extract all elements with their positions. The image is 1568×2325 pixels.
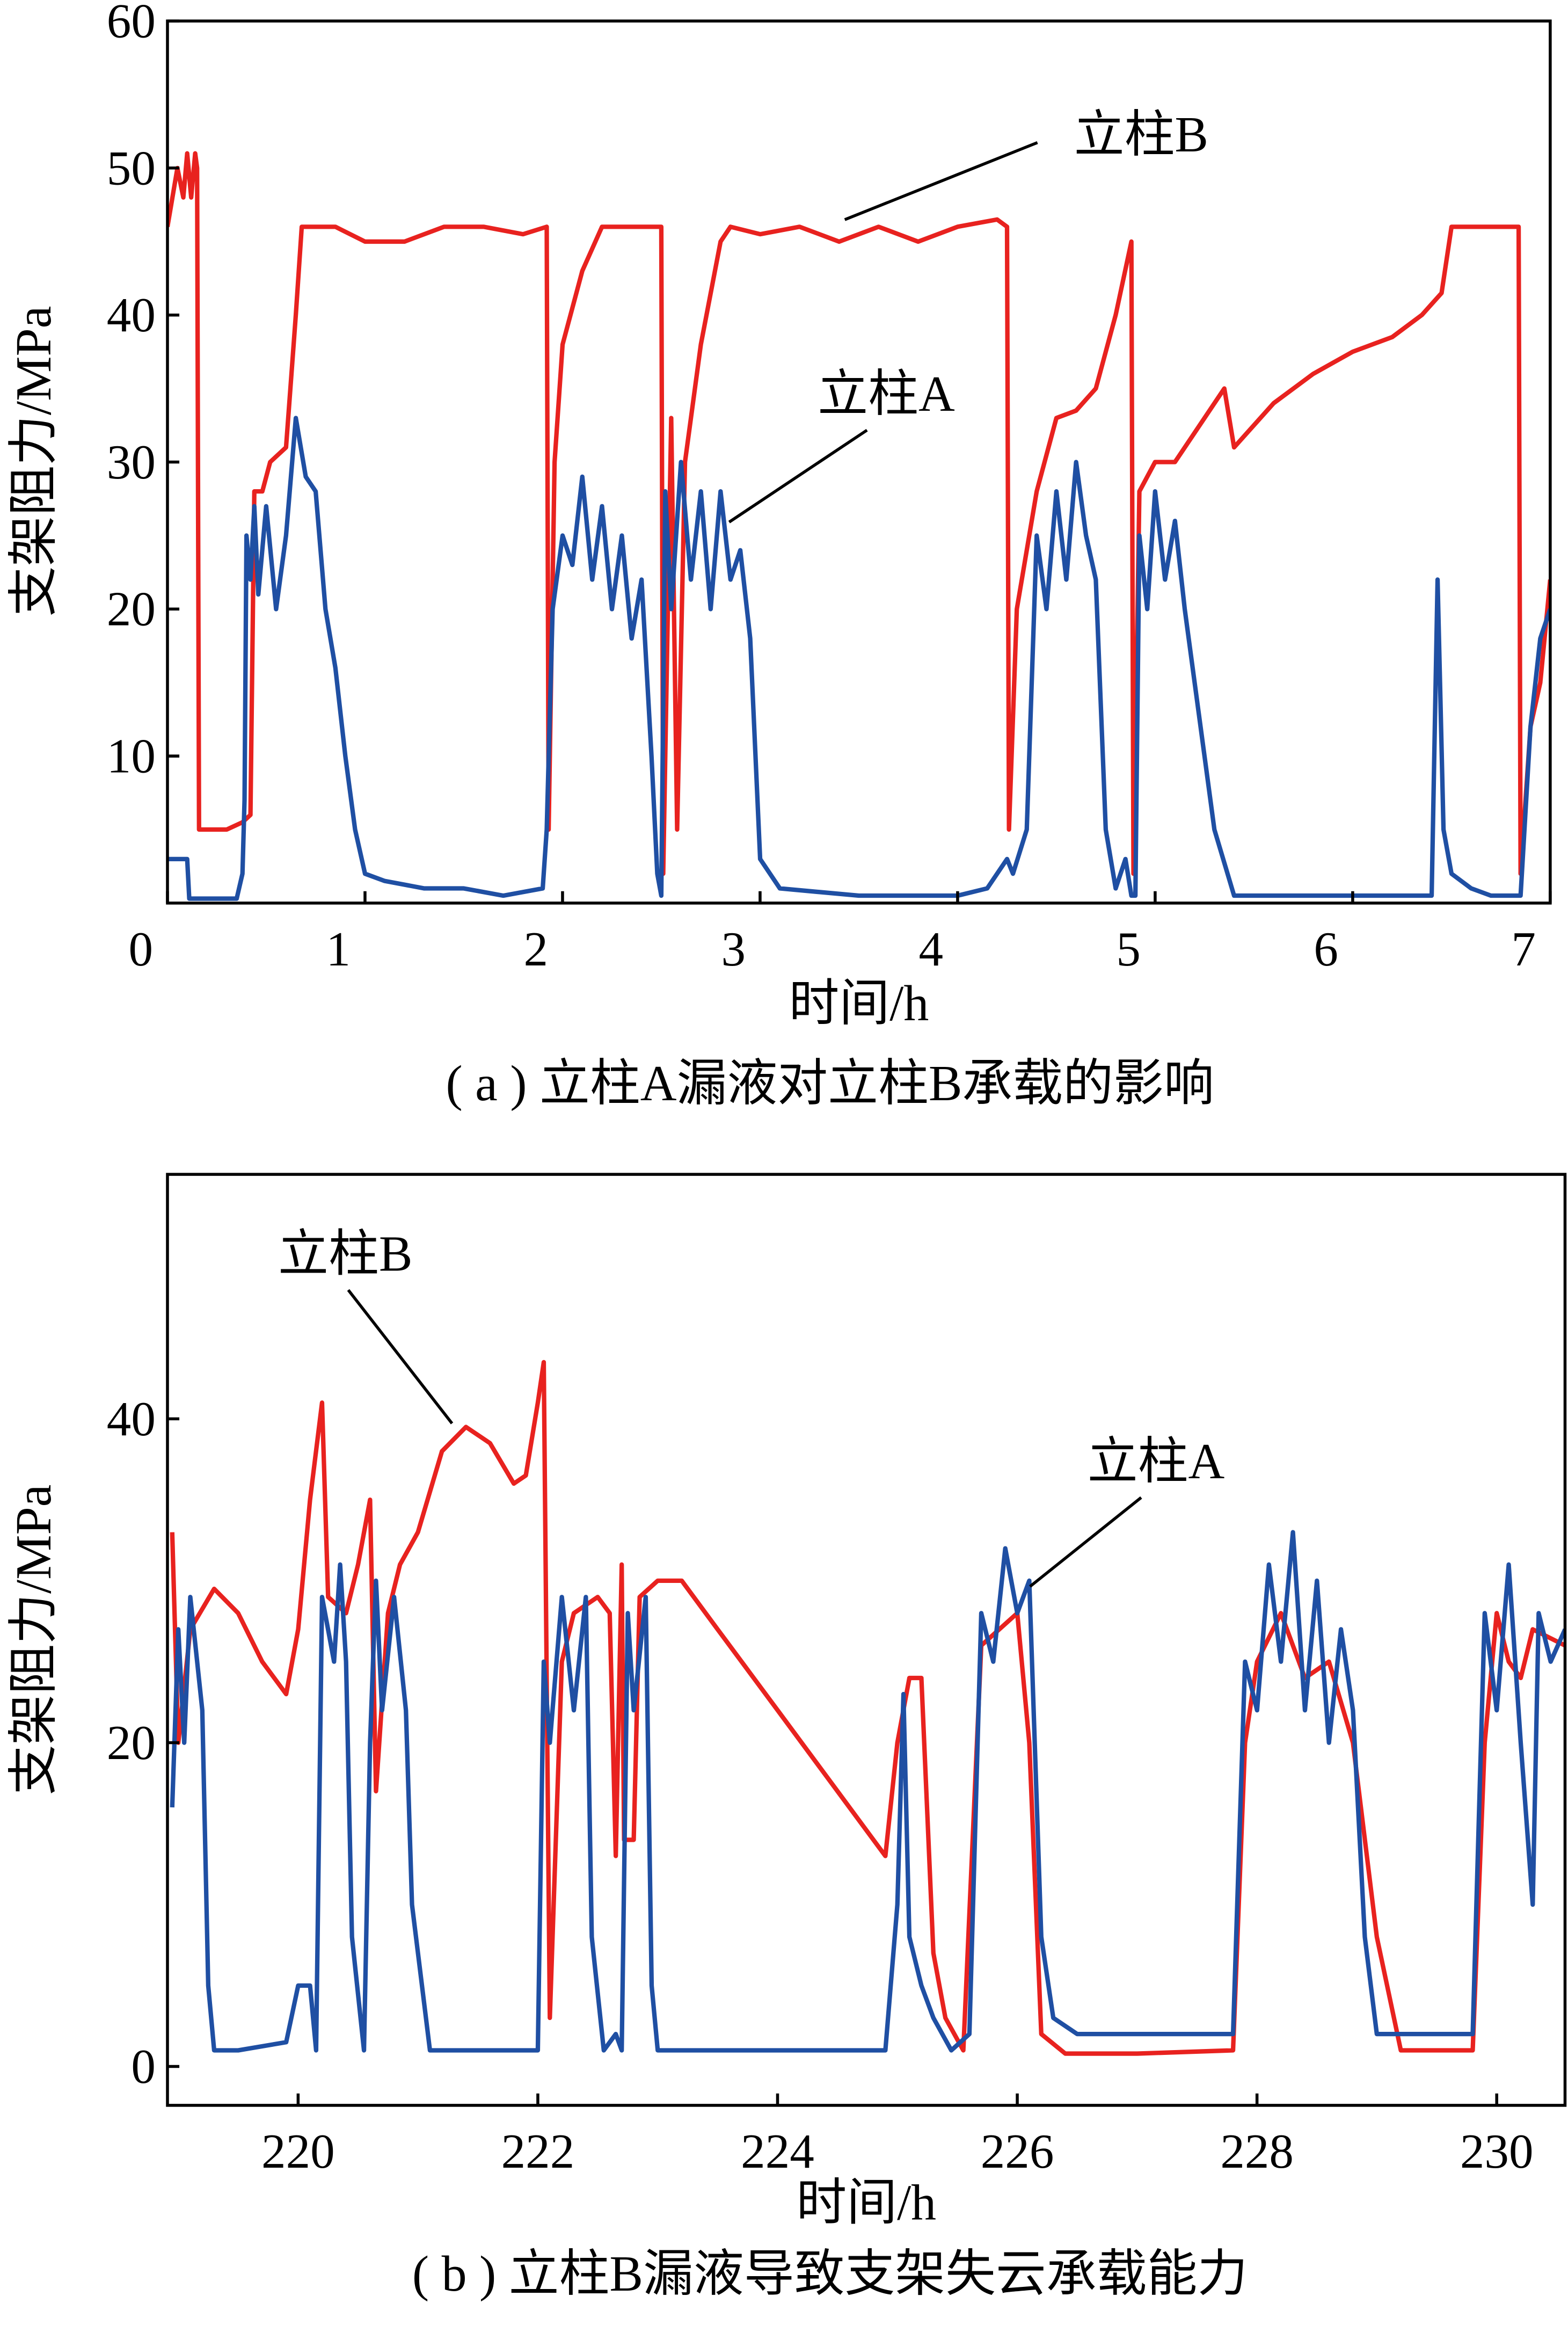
leader-line — [1029, 1496, 1142, 1588]
x-tick-label: 222 — [501, 2124, 575, 2178]
x-axis-label: 时间/h — [796, 2175, 936, 2230]
series-label: 立柱B — [278, 1226, 412, 1282]
x-tick-label: 5 — [1116, 922, 1141, 976]
x-tick-label: 226 — [981, 2124, 1054, 2178]
x-tick-label: 1 — [326, 922, 351, 976]
x-tick-label: 228 — [1220, 2124, 1294, 2178]
y-tick-label: 40 — [107, 1392, 156, 1446]
x-tick-label: 4 — [918, 922, 943, 976]
x-axis-label: 时间/h — [789, 976, 929, 1031]
x-tick-label: 7 — [1511, 922, 1536, 976]
x-tick-label: 0 — [129, 922, 154, 976]
y-tick-label: 10 — [107, 729, 156, 783]
leader-line — [728, 428, 868, 524]
y-tick-label: 20 — [107, 1716, 156, 1770]
data-line — [170, 1360, 1565, 2056]
x-tick-label: 220 — [261, 2124, 335, 2178]
data-line — [170, 1530, 1565, 2053]
y-tick-label: 20 — [107, 582, 156, 636]
series-label: 立柱A — [818, 366, 955, 422]
data-line — [167, 151, 1550, 876]
plot-frame — [166, 1173, 1567, 2107]
series-label: 立柱B — [1074, 107, 1208, 163]
y-axis-label: 支架阻力/MPa — [6, 306, 62, 617]
caption: ( a ) 立柱A漏液对立柱B承载的影响 — [446, 1056, 1214, 1111]
x-tick-label: 2 — [523, 922, 548, 976]
y-axis-label: 支架阻力/MPa — [6, 1485, 62, 1796]
data-line — [167, 416, 1550, 901]
plot-frame — [166, 19, 1552, 905]
series-label: 立柱A — [1088, 1434, 1225, 1490]
y-tick-label: 50 — [107, 141, 156, 195]
y-tick-label: 60 — [107, 0, 156, 48]
x-tick-label: 6 — [1314, 922, 1338, 976]
x-tick-label: 3 — [721, 922, 746, 976]
leader-line — [844, 141, 1038, 221]
y-tick-label: 40 — [107, 288, 156, 342]
y-tick-label: 30 — [107, 435, 156, 489]
y-tick-label: 0 — [131, 2039, 156, 2094]
x-tick-label: 224 — [741, 2124, 814, 2178]
leader-line — [347, 1289, 454, 1425]
x-tick-label: 230 — [1460, 2124, 1534, 2178]
caption: ( b ) 立柱B漏液导致支架失云承载能力 — [412, 2246, 1248, 2302]
